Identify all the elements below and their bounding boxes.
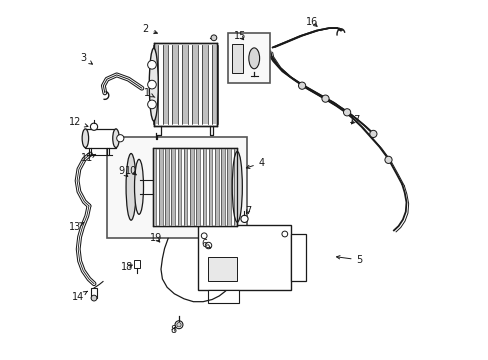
Bar [152,148,237,226]
Text: 4: 4 [246,158,264,168]
Bar [182,45,188,124]
Bar [221,149,224,225]
Bar [207,257,237,281]
Ellipse shape [232,152,242,222]
Bar [177,149,181,225]
Text: 13: 13 [68,222,83,232]
Bar [91,288,97,298]
Ellipse shape [126,153,136,220]
Circle shape [177,323,181,327]
Text: 8: 8 [170,325,176,336]
Bar [202,149,206,225]
Bar [133,260,140,268]
Bar [197,225,291,290]
Bar [227,149,231,225]
Text: 3: 3 [80,53,92,64]
Bar [212,45,218,124]
Circle shape [241,215,247,222]
Ellipse shape [248,48,259,69]
Text: 14: 14 [72,291,87,302]
Bar [165,149,168,225]
Bar [152,45,158,124]
Bar [233,149,237,225]
Bar [208,290,239,303]
Circle shape [147,60,156,69]
Text: 16: 16 [305,17,318,27]
Circle shape [201,233,206,239]
Text: 1: 1 [143,88,155,98]
Ellipse shape [113,129,119,148]
Circle shape [90,123,98,130]
Bar [208,149,212,225]
Circle shape [321,95,328,102]
Circle shape [211,35,216,41]
Circle shape [175,321,183,329]
Bar [153,43,216,126]
Ellipse shape [149,48,158,121]
Circle shape [298,82,305,89]
Text: 5: 5 [336,255,362,265]
Text: 19: 19 [150,233,162,243]
Circle shape [147,80,156,89]
Circle shape [117,135,123,142]
Ellipse shape [82,129,88,148]
Circle shape [343,109,350,116]
Bar [291,234,306,281]
Text: 10: 10 [125,166,137,176]
Bar [190,149,193,225]
Circle shape [205,242,211,249]
Text: 6: 6 [201,239,210,249]
Text: 15: 15 [234,31,246,41]
Circle shape [147,100,156,109]
Bar [202,45,207,124]
Circle shape [369,130,376,138]
Bar [183,149,187,225]
Bar [228,33,269,83]
Text: 9: 9 [118,166,127,176]
Bar [192,45,198,124]
Bar [172,45,178,124]
Circle shape [91,295,97,301]
Text: 18: 18 [121,262,133,272]
Bar [231,44,242,73]
Circle shape [384,156,391,163]
Bar [152,149,156,225]
Bar [215,149,218,225]
Bar [159,149,162,225]
Bar [171,149,175,225]
Text: 17: 17 [348,114,361,125]
Bar [196,149,200,225]
Bar [85,129,116,148]
Text: 11: 11 [81,153,96,163]
Text: 7: 7 [244,206,251,216]
Bar [163,45,168,124]
Bar [107,137,247,238]
Circle shape [282,231,287,237]
Ellipse shape [134,159,143,214]
Text: 12: 12 [69,117,88,127]
Text: 2: 2 [142,24,157,34]
